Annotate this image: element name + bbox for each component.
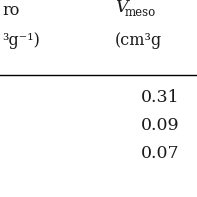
Text: V: V — [115, 0, 127, 16]
Text: 0.09: 0.09 — [141, 116, 179, 134]
Text: 0.07: 0.07 — [141, 145, 179, 162]
Text: 0.31: 0.31 — [141, 88, 179, 106]
Text: ³g⁻¹): ³g⁻¹) — [2, 32, 40, 48]
Text: meso: meso — [125, 6, 156, 19]
Text: (cm³g: (cm³g — [115, 32, 162, 48]
Text: ro: ro — [2, 2, 19, 19]
